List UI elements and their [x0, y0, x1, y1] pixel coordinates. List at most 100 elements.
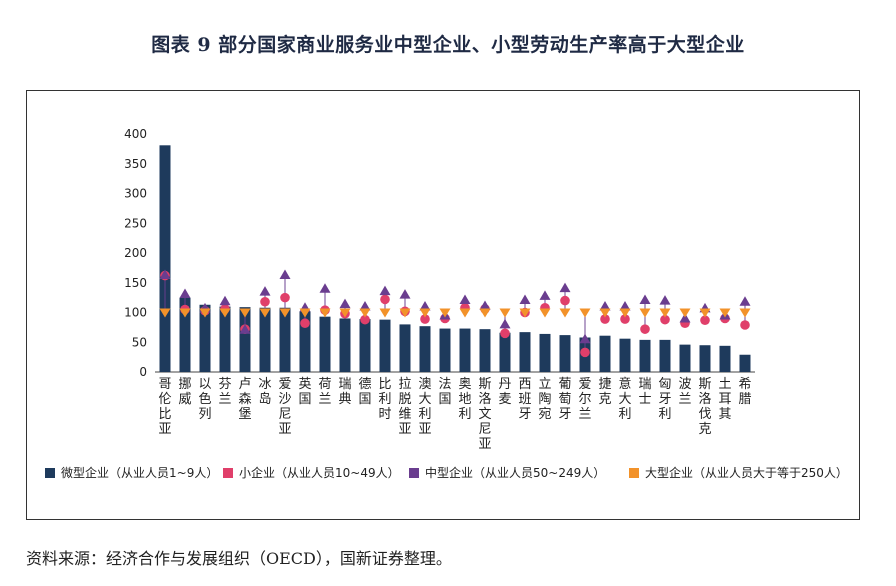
- y-tick-label: 200: [124, 246, 147, 260]
- large-enterprise-marker: [679, 308, 691, 318]
- large-enterprise-marker: [739, 308, 751, 318]
- y-tick-label: 350: [124, 157, 147, 171]
- medium-enterprise-marker: [739, 296, 751, 306]
- y-tick-label: 100: [124, 306, 147, 320]
- y-tick-label: 50: [132, 335, 147, 349]
- x-tick-label: 拉脱维亚: [398, 377, 411, 437]
- medium-enterprise-marker: [539, 290, 551, 300]
- large-enterprise-marker: [479, 308, 491, 318]
- small-enterprise-marker: [500, 328, 510, 339]
- legend-label: 中型企业（从业人员50~249人）: [425, 465, 605, 480]
- bar: [279, 307, 291, 372]
- bar: [199, 304, 211, 372]
- bar: [219, 306, 231, 372]
- bar: [359, 319, 371, 372]
- small-enterprise-marker: [580, 347, 590, 358]
- small-enterprise-marker: [380, 294, 390, 305]
- large-enterprise-marker: [299, 308, 311, 318]
- large-enterprise-marker: [399, 308, 411, 318]
- y-tick-label: 400: [124, 127, 147, 141]
- medium-enterprise-marker: [259, 286, 271, 296]
- y-tick-label: 150: [124, 276, 147, 290]
- bar: [499, 332, 511, 372]
- bar: [539, 333, 551, 372]
- legend-swatch: [223, 468, 233, 478]
- bar: [239, 307, 251, 372]
- medium-enterprise-marker: [379, 285, 391, 296]
- large-enterprise-marker: [719, 308, 731, 318]
- medium-enterprise-marker: [519, 294, 531, 305]
- medium-enterprise-marker: [359, 301, 371, 311]
- x-tick-label: 匈牙利: [658, 377, 671, 422]
- large-enterprise-marker: [459, 308, 471, 318]
- small-enterprise-marker: [360, 314, 370, 325]
- bar: [679, 344, 691, 372]
- y-tick-label: 0: [139, 365, 147, 379]
- small-enterprise-marker: [740, 320, 750, 330]
- legend-label: 微型企业（从业人员1~9人）: [61, 465, 218, 480]
- small-enterprise-marker: [700, 315, 710, 326]
- x-tick-label: 以色列: [198, 377, 211, 422]
- medium-enterprise-marker: [279, 269, 291, 280]
- large-enterprise-marker: [579, 308, 591, 318]
- bar: [719, 345, 731, 372]
- medium-enterprise-marker: [619, 301, 631, 311]
- x-tick-label: 奥地利: [458, 377, 471, 422]
- medium-enterprise-marker: [319, 283, 331, 293]
- large-enterprise-marker: [439, 308, 451, 318]
- x-tick-label: 西班牙: [518, 377, 531, 422]
- legend-label: 小企业（从业人员10~49人）: [239, 465, 400, 480]
- bar: [419, 326, 431, 372]
- bar: [559, 335, 571, 372]
- x-tick-label: 哥伦比亚: [158, 377, 171, 437]
- medium-enterprise-marker: [419, 301, 431, 311]
- bar: [619, 338, 631, 372]
- small-enterprise-marker: [640, 324, 650, 334]
- large-enterprise-marker: [419, 308, 431, 318]
- x-tick-label: 斯洛文尼亚: [478, 377, 491, 452]
- medium-enterprise-marker: [579, 333, 591, 344]
- medium-enterprise-marker: [459, 294, 471, 305]
- x-tick-label: 葡萄牙: [558, 377, 571, 422]
- bar: [699, 345, 711, 372]
- large-enterprise-marker: [659, 308, 671, 318]
- x-tick-label: 瑞士: [638, 377, 651, 407]
- x-tick-label: 波兰: [678, 377, 691, 407]
- x-tick-label: 意大利: [618, 376, 631, 422]
- medium-enterprise-marker: [159, 269, 171, 280]
- medium-enterprise-marker: [599, 301, 611, 311]
- small-enterprise-marker: [620, 314, 630, 324]
- y-tick-label: 250: [124, 216, 147, 230]
- x-tick-label: 捷克: [598, 377, 611, 407]
- x-tick-label: 立陶宛: [538, 377, 551, 422]
- large-enterprise-marker: [619, 308, 631, 318]
- large-enterprise-marker: [379, 308, 391, 318]
- small-enterprise-marker: [300, 318, 310, 329]
- bar: [339, 318, 351, 372]
- x-tick-label: 瑞典: [338, 377, 351, 407]
- medium-enterprise-marker: [239, 324, 251, 334]
- medium-enterprise-marker: [559, 282, 571, 293]
- medium-enterprise-marker: [659, 295, 671, 305]
- x-tick-label: 德国: [358, 377, 371, 407]
- bar: [399, 324, 411, 372]
- x-tick-label: 丹麦: [498, 377, 511, 407]
- large-enterprise-marker: [339, 308, 351, 318]
- chart-frame: 0 50 100 150 200 250 300 350 400 哥伦比亚 挪威 以色列 芬兰 卢森堡 冰岛…: [26, 90, 860, 520]
- x-tick-label: 荷兰: [318, 377, 331, 407]
- large-enterprise-marker: [559, 308, 571, 318]
- medium-enterprise-marker: [479, 300, 491, 310]
- medium-enterprise-marker: [499, 318, 511, 329]
- bar: [639, 339, 651, 372]
- large-enterprise-marker: [159, 308, 171, 318]
- small-enterprise-marker: [560, 295, 570, 306]
- x-tick-label: 挪威: [178, 377, 191, 407]
- x-tick-label: 冰岛: [258, 377, 271, 407]
- large-enterprise-marker: [279, 308, 291, 318]
- chart-svg: 0 50 100 150 200 250 300 350 400 哥伦比亚挪威以色列芬兰卢森堡冰岛…: [45, 127, 848, 480]
- small-enterprise-marker: [600, 314, 610, 324]
- medium-enterprise-marker: [339, 298, 351, 309]
- x-tick-label: 希腊: [738, 377, 751, 407]
- x-tick-label: 爱尔兰: [578, 377, 591, 422]
- large-enterprise-marker: [219, 308, 231, 318]
